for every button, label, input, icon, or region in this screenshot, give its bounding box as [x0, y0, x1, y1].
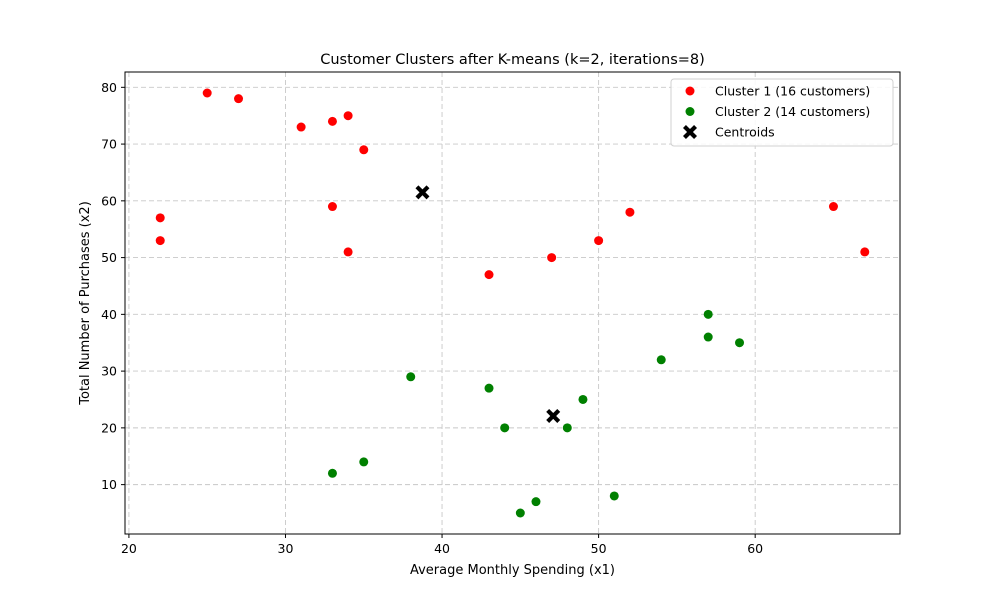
cluster-1-point [155, 213, 165, 223]
cluster-2-point [703, 309, 713, 319]
cluster-1-point [359, 145, 369, 155]
cluster-2-point [578, 394, 588, 404]
cluster-1-point [547, 253, 557, 263]
axis-ticks: 20 30 40 50 60 10 20 30 40 50 60 70 80 [101, 80, 763, 556]
cluster-1-point [155, 236, 165, 246]
legend-label: Centroids [715, 125, 775, 140]
legend: Cluster 1 (16 customers) Cluster 2 (14 cu… [670, 78, 894, 147]
cluster-2-point [500, 423, 510, 433]
y-tick-label: 20 [101, 420, 117, 435]
x-axis-label: Average Monthly Spending (x1) [410, 563, 615, 578]
legend-centroid-marker [683, 125, 697, 139]
cluster-1-point [343, 247, 353, 257]
cluster-1-point [484, 270, 494, 280]
cluster-1-point [828, 202, 838, 212]
cluster-1-point [625, 207, 635, 217]
plot-area-frame [124, 71, 901, 535]
y-tick-label: 10 [101, 477, 117, 492]
x-tick-label: 30 [278, 541, 294, 556]
data-points [155, 88, 870, 518]
x-tick-label: 50 [591, 541, 607, 556]
chart-title: Customer Clusters after K-means (k=2, it… [320, 52, 705, 68]
cluster-2-point [656, 355, 666, 365]
y-tick-label: 30 [101, 364, 117, 379]
cluster-2-point [735, 338, 745, 348]
cluster-2-point [484, 383, 494, 393]
cluster-2-point [359, 457, 369, 467]
legend-box [670, 78, 894, 147]
cluster-1-point [296, 122, 306, 132]
cluster-1-point [327, 202, 337, 212]
cluster-2-point [406, 372, 416, 382]
cluster-1-point [594, 236, 604, 246]
cluster-1-point [327, 116, 337, 126]
x-tick-label: 20 [121, 541, 137, 556]
y-tick-label: 40 [101, 307, 117, 322]
y-tick-label: 80 [101, 80, 117, 95]
cluster-1-point [343, 111, 353, 121]
y-tick-label: 50 [101, 250, 117, 265]
centroid-marker [415, 185, 430, 200]
centroid-marker [546, 408, 561, 423]
legend-marker [685, 107, 695, 116]
x-tick-label: 60 [747, 541, 763, 556]
y-tick-label: 60 [101, 193, 117, 208]
cluster-2-point [531, 497, 541, 507]
grid [125, 72, 900, 534]
legend-label: Cluster 1 (16 customers) [715, 84, 870, 99]
legend-marker [685, 86, 695, 96]
legend-label: Cluster 2 (14 customers) [715, 104, 870, 119]
cluster-2-point [609, 491, 619, 501]
cluster-2-point [515, 508, 525, 518]
cluster-1-point [234, 94, 244, 104]
cluster-1-point [860, 247, 870, 257]
cluster-2-point [703, 332, 713, 342]
x-tick-label: 40 [434, 541, 450, 556]
y-axis-label: Total Number of Purchases (x2) [78, 201, 93, 406]
cluster-2-point [562, 423, 572, 433]
cluster-1-point [202, 88, 212, 98]
cluster-2-point [327, 468, 337, 478]
y-tick-label: 70 [101, 137, 117, 152]
